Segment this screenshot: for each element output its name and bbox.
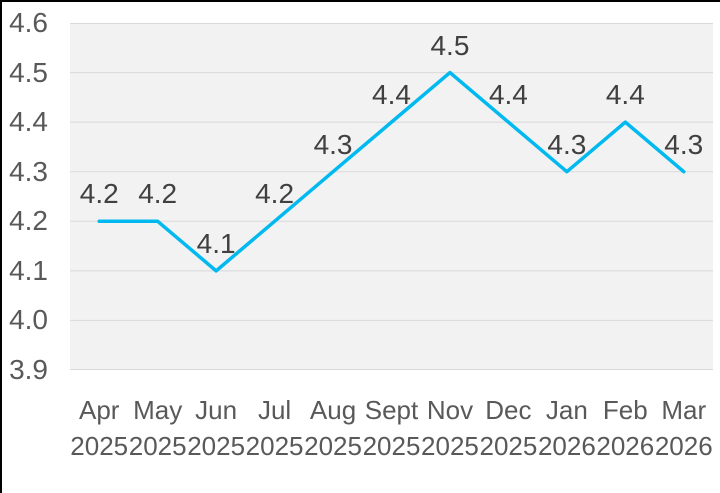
x-tick-year: 2025: [304, 431, 362, 461]
x-tick-label: Jan 2026: [538, 392, 596, 464]
data-label: 4.2: [79, 178, 119, 210]
data-label: 4.3: [313, 128, 353, 160]
x-tick-label: Apr 2025: [70, 392, 128, 464]
x-tick-year: 2025: [421, 431, 479, 461]
series-line: [97, 70, 686, 273]
x-tick-label: Mar 2026: [655, 392, 713, 464]
y-tick-label: 4.3: [9, 155, 48, 187]
x-tick-month: Jul: [257, 395, 292, 425]
data-label: 4.5: [430, 29, 470, 61]
x-tick-month: Sept: [364, 395, 419, 425]
y-tick-label: 4.5: [9, 56, 48, 88]
x-tick-label: May 2025: [129, 392, 187, 464]
x-tick-month: May: [133, 395, 183, 425]
x-tick-month: Nov: [426, 395, 474, 425]
x-tick-year: 2025: [70, 431, 129, 461]
x-tick-label: Sept 2025: [363, 392, 421, 464]
x-tick-month: Apr: [78, 395, 120, 425]
x-tick-month: Mar: [661, 395, 707, 425]
x-tick-year: 2026: [596, 431, 655, 461]
x-tick-label: Feb 2026: [596, 392, 654, 464]
y-tick-label: 4.6: [9, 7, 48, 38]
data-label: 4.4: [605, 79, 645, 111]
x-tick-year: 2025: [245, 431, 304, 461]
data-label: 4.2: [255, 178, 295, 210]
x-tick-year: 2026: [537, 431, 596, 461]
data-label: 4.4: [488, 79, 528, 111]
data-label: 4.3: [664, 128, 704, 160]
x-tick-month: Dec: [485, 395, 532, 425]
x-tick-month: Jan: [545, 395, 588, 425]
y-tick-label: 4.1: [9, 254, 48, 286]
x-tick-year: 2025: [187, 431, 246, 461]
x-tick-month: Jun: [195, 395, 238, 425]
x-tick-year: 2025: [479, 431, 538, 461]
x-tick-month: Aug: [309, 395, 357, 425]
y-tick-label: 4.2: [9, 205, 48, 237]
x-tick-year: 2026: [654, 431, 713, 461]
x-tick-label: Jun 2025: [187, 392, 245, 464]
data-label: 4.1: [196, 227, 236, 259]
y-tick-label: 4.4: [9, 106, 48, 138]
x-tick-label: Jul 2025: [246, 392, 304, 464]
x-tick-year: 2025: [362, 431, 421, 461]
x-tick-label: Aug 2025: [304, 392, 362, 464]
data-label: 4.4: [372, 79, 411, 111]
x-tick-label: Dec 2025: [479, 392, 537, 464]
x-tick-label: Nov 2025: [421, 392, 479, 464]
x-tick-month: Feb: [602, 395, 648, 425]
y-tick-label: 4.0: [9, 304, 48, 336]
data-label: 4.3: [547, 128, 587, 160]
y-tick-label: 3.9: [9, 354, 48, 385]
data-label: 4.2: [138, 178, 178, 210]
plot-area: [70, 23, 713, 370]
x-tick-year: 2025: [128, 431, 187, 461]
series-line-svg: [70, 23, 713, 370]
